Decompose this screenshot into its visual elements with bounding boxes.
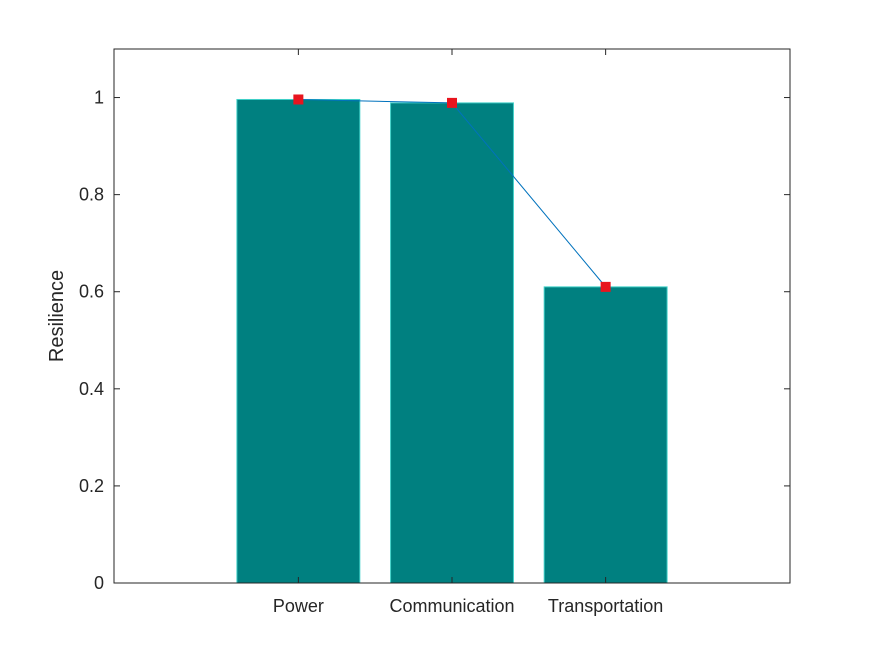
y-tick-label: 0.8 <box>79 185 104 205</box>
marker-transportation <box>600 281 611 292</box>
x-tick-label-transportation: Transportation <box>548 596 663 616</box>
bars-layer <box>236 98 668 584</box>
x-tick-label-power: Power <box>273 596 324 616</box>
y-axis-label: Resilience <box>46 270 68 362</box>
x-tick-label-communication: Communication <box>389 596 514 616</box>
y-tick-label: 0.2 <box>79 476 104 496</box>
marker-communication <box>447 97 457 108</box>
x-axis-ticks: Power Communication Transportation <box>273 49 663 616</box>
markers-layer <box>293 94 611 292</box>
y-axis-ticks: 0 0.2 0.4 0.6 0.8 1 <box>79 88 790 593</box>
y-tick-label: 0.6 <box>79 282 104 302</box>
y-tick-label: 0.4 <box>79 379 104 399</box>
bar-communication <box>390 102 514 584</box>
marker-power <box>293 94 304 105</box>
y-tick-label: 1 <box>94 88 104 108</box>
bar-power <box>236 98 361 584</box>
bar-transportation <box>543 286 668 584</box>
y-tick-label: 0 <box>94 573 104 593</box>
